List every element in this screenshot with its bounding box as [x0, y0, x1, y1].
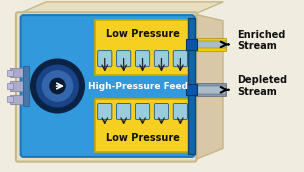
Polygon shape	[18, 2, 223, 14]
FancyBboxPatch shape	[95, 20, 190, 75]
Bar	[195, 38, 226, 51]
Bar	[195, 41, 226, 48]
Circle shape	[31, 60, 84, 112]
Bar	[10, 81, 25, 91]
FancyBboxPatch shape	[136, 104, 150, 120]
FancyBboxPatch shape	[186, 39, 197, 50]
FancyBboxPatch shape	[186, 84, 197, 95]
Bar	[195, 83, 226, 96]
Bar	[195, 86, 226, 94]
FancyBboxPatch shape	[154, 104, 168, 120]
Text: Enriched
Stream: Enriched Stream	[237, 30, 285, 51]
Text: Low Pressure: Low Pressure	[105, 133, 179, 143]
FancyBboxPatch shape	[21, 15, 195, 157]
Bar	[7, 70, 13, 76]
Circle shape	[42, 71, 73, 101]
Text: Depleted
Stream: Depleted Stream	[237, 75, 287, 97]
FancyBboxPatch shape	[16, 12, 196, 162]
FancyBboxPatch shape	[95, 99, 190, 152]
Bar	[7, 83, 13, 89]
Circle shape	[50, 78, 65, 94]
FancyBboxPatch shape	[116, 104, 131, 120]
Bar	[10, 68, 25, 78]
FancyBboxPatch shape	[188, 18, 195, 154]
FancyBboxPatch shape	[154, 51, 168, 67]
Polygon shape	[195, 14, 223, 160]
FancyBboxPatch shape	[136, 51, 150, 67]
Bar	[7, 96, 13, 102]
Bar	[10, 94, 25, 104]
FancyBboxPatch shape	[173, 51, 188, 67]
Text: High-Pressure Feed: High-Pressure Feed	[88, 82, 188, 90]
FancyBboxPatch shape	[98, 51, 112, 67]
FancyBboxPatch shape	[23, 66, 29, 106]
Text: Low Pressure: Low Pressure	[105, 29, 179, 39]
FancyBboxPatch shape	[116, 51, 131, 67]
FancyBboxPatch shape	[173, 104, 188, 120]
Circle shape	[37, 65, 78, 107]
FancyBboxPatch shape	[98, 104, 112, 120]
